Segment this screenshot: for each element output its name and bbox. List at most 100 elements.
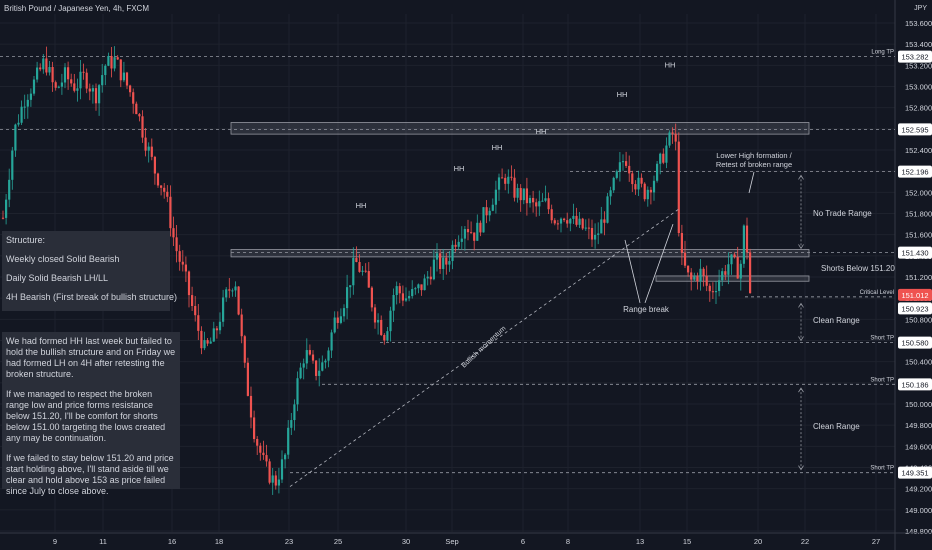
candle-body (454, 244, 457, 247)
candle-body (29, 93, 32, 100)
structure-heading: Structure: (6, 235, 46, 245)
candle-body (342, 308, 346, 317)
clean-range-arrow-head (798, 387, 804, 393)
candle-body (646, 189, 649, 200)
candle-body (228, 289, 231, 291)
candle-body (129, 85, 132, 93)
candle-body (609, 190, 612, 197)
price-tick-label: 151.600 (905, 231, 932, 240)
candle-body (612, 177, 615, 191)
candle-body (476, 222, 479, 241)
candle-body (510, 176, 513, 178)
candle-body (187, 271, 191, 296)
price-tick-label: 150.800 (905, 315, 932, 324)
time-tick-label: 23 (285, 537, 293, 546)
candle-body (290, 420, 293, 428)
candle-body (330, 332, 333, 351)
candle-body (14, 124, 17, 151)
candle-body (665, 145, 668, 163)
candle-body (296, 378, 299, 405)
price-tick-label: 152.000 (905, 188, 932, 197)
candle-body (178, 251, 181, 262)
candle-body (470, 232, 473, 234)
resistance-zone (230, 122, 810, 135)
clean-range-arrow-head (798, 465, 804, 471)
candle-body (138, 114, 141, 117)
candle-body (327, 350, 330, 361)
candle-body (88, 88, 91, 92)
candle-body (516, 188, 519, 198)
candle-body (156, 173, 160, 186)
candle-body (104, 65, 107, 76)
candle-body (482, 207, 485, 233)
time-tick-label: 6 (521, 537, 525, 546)
notes-box: We had formed HH last week but failed to… (2, 332, 180, 496)
note-paragraph: If we failed to stay below 151.20 and pr… (6, 453, 174, 496)
candle-body (587, 227, 590, 229)
candle-body (358, 262, 361, 272)
candle-body (212, 328, 215, 342)
candle-body (671, 132, 674, 134)
candle-body (739, 263, 742, 279)
time-tick-label: 16 (168, 537, 176, 546)
candle-body (572, 215, 575, 219)
candle-body (287, 427, 290, 455)
price-tick-label: 149.200 (905, 485, 932, 494)
candle-body (479, 222, 482, 233)
candle-body (122, 72, 125, 81)
time-tick-label: 8 (566, 537, 570, 546)
candle-body (541, 200, 544, 202)
time-tick-label: 25 (334, 537, 342, 546)
price-tick-label: 151.200 (905, 273, 932, 282)
candle-body (116, 57, 119, 60)
shorts-below-label: Shorts Below 151.20 (821, 264, 895, 273)
candle-body (54, 82, 57, 88)
candle-body (429, 276, 432, 280)
candle-body (60, 82, 63, 87)
candle-body (569, 218, 572, 224)
candle-body (727, 264, 730, 275)
price-tick-label: 148.800 (905, 527, 932, 536)
candle-body (274, 475, 277, 486)
candle-body (408, 296, 411, 299)
candle-body (194, 306, 197, 316)
candle-body (662, 153, 665, 163)
candle-body (234, 286, 237, 291)
price-badge (898, 288, 932, 301)
price-tick-label: 150.400 (905, 358, 932, 367)
candle-body (339, 316, 342, 323)
candle-body (160, 185, 163, 188)
candle-body (79, 71, 82, 89)
price-tick-label: 151.800 (905, 210, 932, 219)
hh-label: HH (665, 60, 676, 69)
candle-body (113, 57, 116, 69)
candle-body (618, 162, 621, 172)
note-paragraph: If we managed to respect the broken rang… (6, 389, 166, 443)
candle-body (169, 196, 172, 229)
candle-body (293, 404, 296, 421)
candle-body (522, 188, 525, 201)
time-tick-label: 11 (99, 537, 107, 546)
candle-body (711, 291, 714, 293)
candle-body (333, 317, 336, 333)
candle-body (702, 268, 705, 276)
candle-body (243, 336, 246, 363)
candle-body (525, 188, 528, 204)
candle-body (107, 55, 110, 66)
candle-body (370, 287, 373, 308)
candle-body (457, 241, 460, 247)
price-badge-text: 152.196 (901, 168, 928, 177)
candle-body (556, 223, 559, 225)
candle-body (172, 228, 175, 238)
lower-high-label: Retest of broken range (716, 160, 792, 169)
candle-body (696, 276, 699, 282)
clean-range-arrow-head (798, 336, 804, 342)
no-trade-range-arrow-head (798, 174, 804, 180)
candle-body (284, 454, 287, 460)
candle-body (553, 220, 556, 224)
candle-body (240, 314, 243, 337)
candle-body (175, 237, 178, 252)
price-tick-label: 153.400 (905, 40, 932, 49)
candle-body (435, 253, 439, 260)
